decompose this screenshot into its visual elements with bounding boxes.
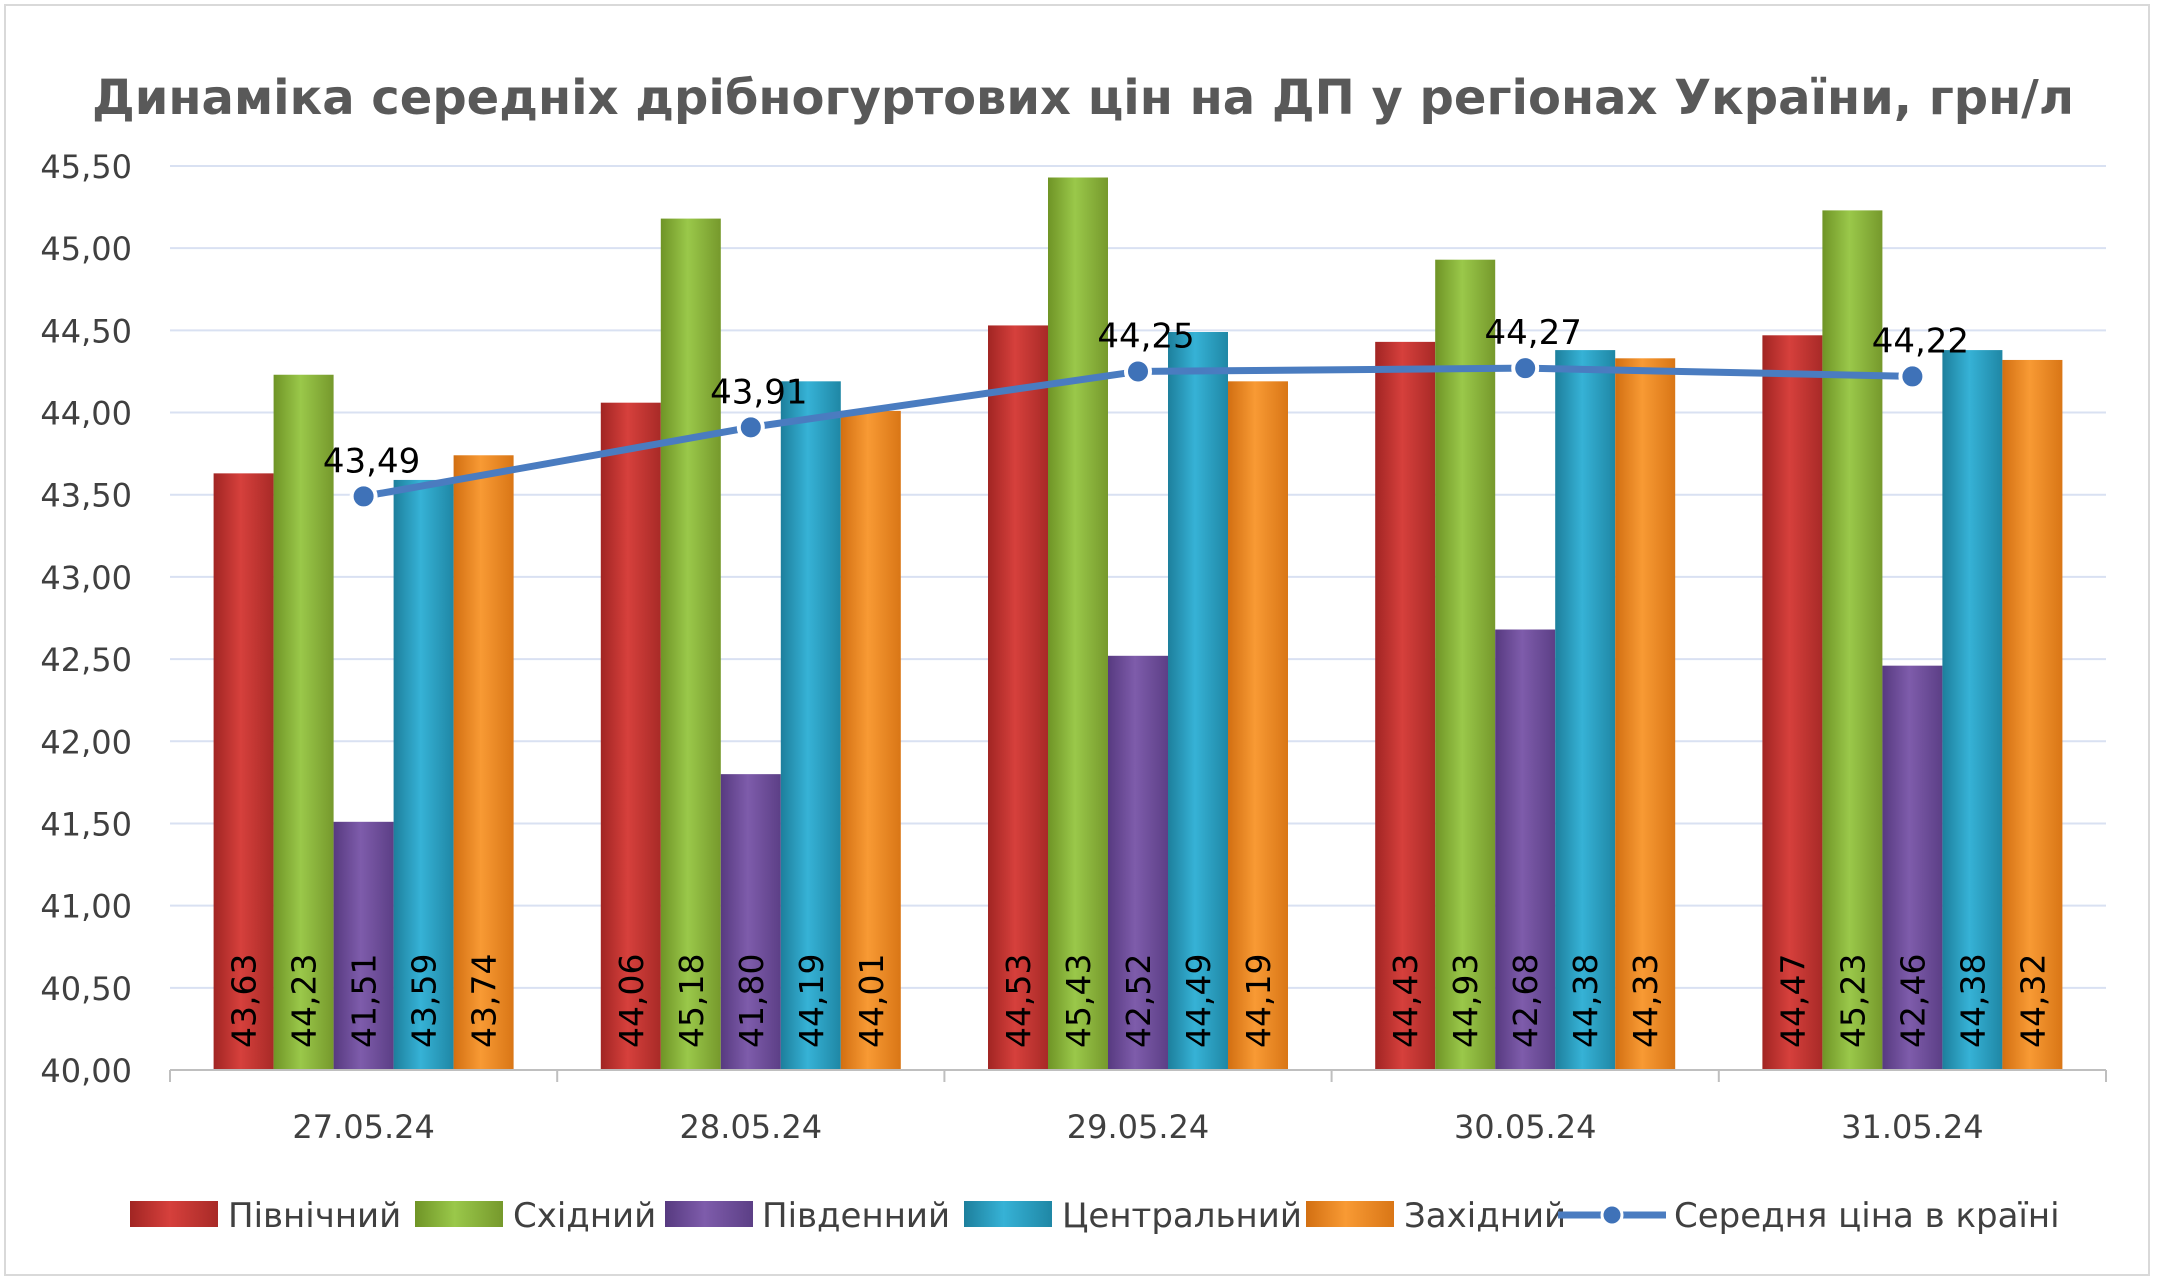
bar-labels: 43,63 44,06 44,53 44,43 44,47 44,23 45,18 45,43… bbox=[225, 954, 2053, 1048]
bar-data-label: 43,74 bbox=[465, 954, 504, 1048]
bar-західний bbox=[2002, 359, 2063, 1070]
bar-північний bbox=[600, 402, 661, 1071]
bar-західний bbox=[840, 410, 901, 1070]
bar-північний bbox=[988, 325, 1048, 1070]
category-label: 29.05.24 bbox=[1067, 1108, 1210, 1146]
line-point bbox=[1511, 354, 1540, 383]
bar-центральний bbox=[1555, 350, 1616, 1070]
bar-західний bbox=[453, 455, 514, 1070]
bar-data-label: 42,52 bbox=[1119, 954, 1158, 1048]
chart-svg: Динаміка середніх дрібногуртових цін на … bbox=[40, 70, 2107, 1236]
bar-data-label: 42,46 bbox=[1893, 954, 1932, 1048]
line-data-label: 44,25 bbox=[1097, 316, 1194, 356]
bar-південний bbox=[1882, 665, 1943, 1070]
legend-swatch-східний bbox=[415, 1201, 503, 1227]
bar-data-label: 44,43 bbox=[1386, 954, 1425, 1048]
legend-label: Центральний bbox=[1062, 1196, 1302, 1236]
bar-центральний bbox=[393, 479, 454, 1070]
category-label: 28.05.24 bbox=[680, 1108, 823, 1146]
bar-data-label: 44,06 bbox=[612, 954, 651, 1048]
bar-data-label: 44,01 bbox=[852, 954, 891, 1048]
line-point bbox=[1124, 357, 1152, 386]
legend-label: Середня ціна в країні bbox=[1674, 1196, 2060, 1236]
legend-label: Південний bbox=[762, 1196, 950, 1236]
chart-title: Динаміка середніх дрібногуртових цін на … bbox=[92, 70, 2074, 126]
bar-data-label: 41,51 bbox=[345, 954, 384, 1048]
bar-західний bbox=[1615, 358, 1676, 1071]
bar-східний bbox=[273, 374, 334, 1070]
bar-data-label: 44,38 bbox=[1953, 954, 1992, 1048]
category-label: 31.05.24 bbox=[1841, 1108, 1984, 1146]
bar-південний bbox=[333, 821, 394, 1070]
bar-східний bbox=[1048, 177, 1108, 1071]
bar-східний bbox=[1435, 259, 1496, 1070]
bar-data-label: 41,80 bbox=[732, 954, 771, 1048]
bar-data-label: 44,38 bbox=[1566, 954, 1605, 1048]
bar-східний bbox=[1822, 210, 1883, 1071]
bar-data-label: 44,33 bbox=[1626, 954, 1665, 1048]
bar-data-label: 44,49 bbox=[1179, 954, 1218, 1048]
bar-центральний bbox=[1168, 332, 1228, 1070]
line-data-label: 43,91 bbox=[710, 372, 807, 412]
x-axis: 27.05.24 28.05.24 29.05.24 30.05.24 31.05.24 bbox=[169, 1069, 2107, 1146]
bar-data-label: 43,63 bbox=[225, 954, 264, 1048]
category-label: 27.05.24 bbox=[292, 1108, 435, 1146]
y-tick-label: 44,00 bbox=[40, 395, 132, 433]
bar-data-label: 43,59 bbox=[405, 954, 444, 1048]
bar-data-label: 44,32 bbox=[2013, 954, 2052, 1048]
bar-західний bbox=[1228, 381, 1288, 1070]
chart-frame: Динаміка середніх дрібногуртових цін на … bbox=[4, 4, 2150, 1276]
line-average-price bbox=[362, 364, 1913, 500]
bar-північний bbox=[1762, 335, 1823, 1070]
y-tick-label: 43,50 bbox=[40, 477, 132, 515]
bar-data-label: 44,23 bbox=[285, 954, 324, 1048]
y-tick-label: 41,50 bbox=[40, 805, 132, 843]
legend-swatch-західний bbox=[1306, 1201, 1394, 1227]
y-tick-label: 44,50 bbox=[40, 312, 132, 350]
bar-data-label: 44,19 bbox=[792, 954, 831, 1048]
bar-північний bbox=[213, 473, 274, 1070]
bar-північний bbox=[1375, 341, 1436, 1070]
legend-label: Північний bbox=[228, 1196, 401, 1236]
line-point bbox=[349, 482, 378, 511]
y-tick-label: 42,50 bbox=[40, 641, 132, 679]
y-tick-label: 41,00 bbox=[40, 888, 132, 926]
bar-data-label: 44,93 bbox=[1446, 954, 1485, 1048]
legend-label: Східний bbox=[513, 1196, 656, 1236]
bar-південний bbox=[1495, 629, 1556, 1070]
bar-центральний bbox=[780, 381, 841, 1070]
y-tick-label: 45,00 bbox=[40, 230, 132, 268]
line-data-label: 44,22 bbox=[1872, 321, 1969, 361]
bar-data-label: 44,19 bbox=[1239, 954, 1278, 1048]
bar-південний bbox=[1108, 655, 1168, 1070]
legend-swatch-південний bbox=[665, 1201, 753, 1227]
bar-data-label: 44,47 bbox=[1773, 954, 1812, 1048]
y-axis: 40,00 40,50 41,00 41,50 42,00 42,50 43,00 43,50… bbox=[40, 148, 132, 1090]
y-tick-label: 42,00 bbox=[40, 723, 132, 761]
legend: Північний Східний Південний Центральний Захі… bbox=[130, 1196, 2060, 1236]
legend-label: Західний bbox=[1404, 1196, 1566, 1236]
bar-data-label: 45,43 bbox=[1059, 954, 1098, 1048]
bar-центральний bbox=[1942, 350, 2003, 1070]
line-data-label: 44,27 bbox=[1485, 313, 1582, 353]
line-point bbox=[736, 413, 765, 442]
line-point bbox=[1898, 362, 1927, 391]
average-price-line: 43,49 43,91 44,25 44,27 44,22 bbox=[323, 313, 1969, 511]
y-tick-label: 40,00 bbox=[40, 1052, 132, 1090]
bar-data-label: 42,68 bbox=[1506, 954, 1545, 1048]
legend-swatch-північний bbox=[130, 1201, 218, 1227]
y-tick-label: 40,50 bbox=[40, 970, 132, 1008]
y-tick-label: 45,50 bbox=[40, 148, 132, 186]
bar-південний bbox=[720, 774, 781, 1070]
bar-східний bbox=[660, 218, 721, 1070]
y-tick-label: 43,00 bbox=[40, 559, 132, 597]
category-label: 30.05.24 bbox=[1454, 1108, 1597, 1146]
line-data-label: 43,49 bbox=[323, 441, 420, 481]
bar-data-label: 44,53 bbox=[999, 954, 1038, 1048]
legend-swatch-marker bbox=[1600, 1203, 1624, 1227]
bars bbox=[213, 177, 2063, 1071]
legend-swatch-центральний bbox=[964, 1201, 1052, 1227]
bar-data-label: 45,18 bbox=[672, 954, 711, 1048]
bar-data-label: 45,23 bbox=[1833, 954, 1872, 1048]
